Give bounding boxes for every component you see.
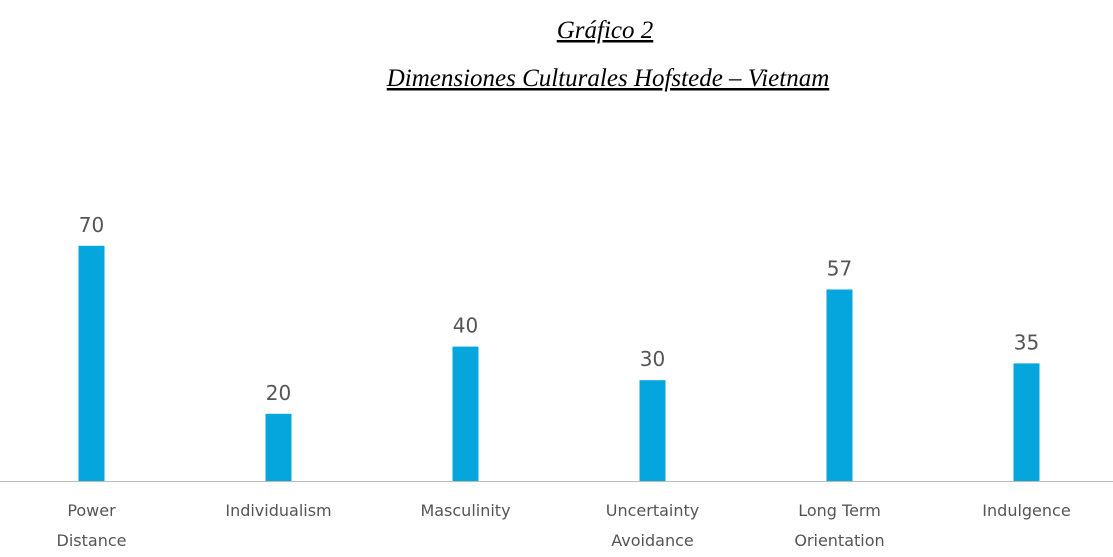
chart-title: Gráfico 2 (557, 17, 654, 44)
value-label: 57 (827, 256, 852, 280)
x-tick-label: Uncertainty Avoidance (606, 501, 699, 550)
x-tick-label: Power Distance (57, 501, 127, 550)
value-label: 40 (453, 314, 478, 338)
bar (1013, 363, 1040, 481)
value-label: 30 (640, 347, 665, 371)
x-tick-label: Indulgence (982, 501, 1070, 520)
x-tick-label: Long Term Orientation (794, 501, 884, 550)
value-label: 35 (1014, 330, 1039, 354)
value-label: 20 (266, 381, 291, 405)
x-tick-label: Masculinity (420, 501, 510, 520)
bar (452, 346, 479, 481)
bar (78, 245, 105, 481)
bar (265, 413, 292, 481)
bar (826, 289, 853, 481)
x-tick-label: Individualism (225, 501, 331, 520)
bar (639, 380, 666, 481)
chart-subtitle: Dimensiones Culturales Hofstede – Vietna… (386, 65, 830, 92)
value-label: 70 (79, 213, 104, 237)
